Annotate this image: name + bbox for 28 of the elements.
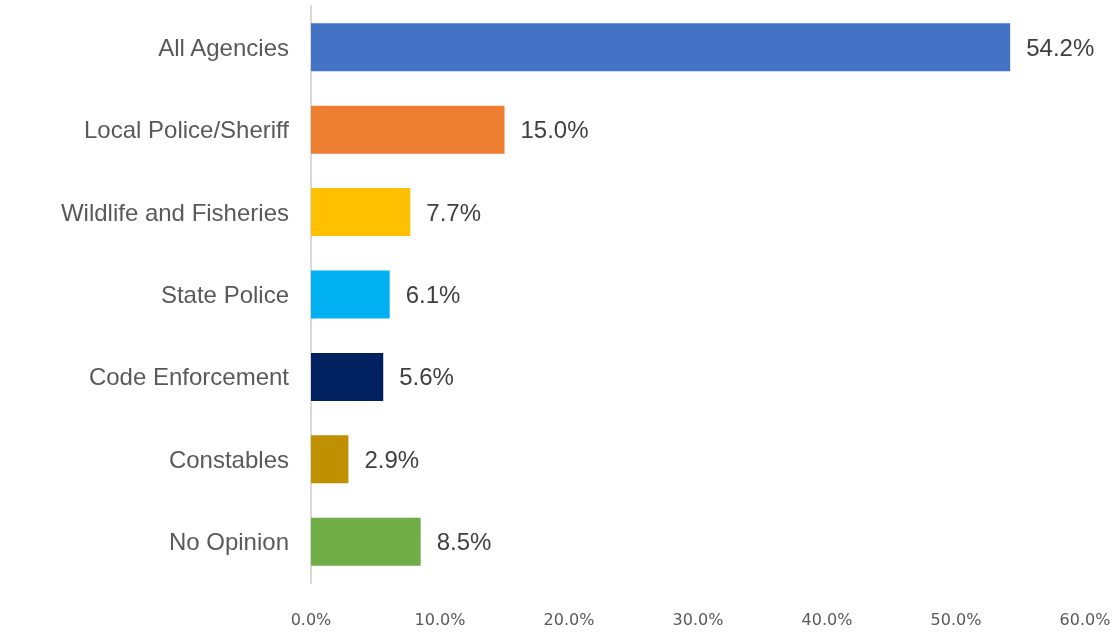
- y-tick-label: Wildlife and Fisheries: [60, 198, 289, 226]
- y-tick-label: State Police: [160, 281, 289, 308]
- data-label: 6.1%: [405, 281, 461, 308]
- data-label: 15.0%: [520, 116, 589, 144]
- data-label: 5.6%: [399, 363, 454, 391]
- data-label: 54.2%: [1026, 33, 1095, 61]
- x-tick-label: 60.0%: [1059, 609, 1111, 629]
- y-tick-label: No Opinion: [168, 528, 289, 556]
- y-tick-label: Local Police/Sheriff: [83, 116, 290, 144]
- y-tick-label: All Agencies: [158, 33, 289, 61]
- y-tick-label: Code Enforcement: [88, 363, 290, 391]
- x-tick-label: 10.0%: [414, 609, 466, 629]
- x-tick-label: 0.0%: [290, 609, 332, 629]
- data-label: 8.5%: [436, 528, 492, 556]
- x-tick-label: 50.0%: [930, 609, 982, 629]
- x-tick-label: 40.0%: [801, 609, 853, 629]
- data-label: 2.9%: [364, 445, 420, 473]
- x-tick-label: 20.0%: [543, 609, 595, 629]
- bar: [311, 435, 349, 484]
- bar: [311, 517, 421, 566]
- y-tick-label: Constables: [168, 445, 289, 473]
- bar: [311, 352, 384, 401]
- bar: [311, 188, 411, 237]
- bar: [311, 105, 505, 154]
- x-tick-label: 30.0%: [672, 609, 724, 629]
- bar: [311, 270, 390, 319]
- data-label: 7.7%: [426, 198, 482, 226]
- bar: [311, 23, 1011, 72]
